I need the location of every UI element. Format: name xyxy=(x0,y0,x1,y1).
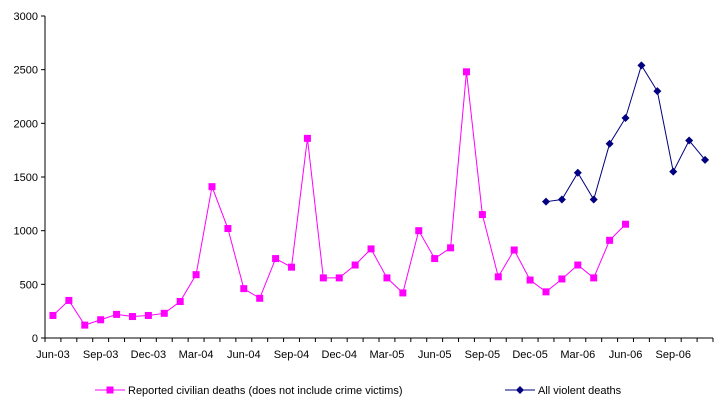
data-point xyxy=(144,311,152,319)
x-tick-label: Jun-03 xyxy=(36,349,70,361)
data-point xyxy=(176,298,184,306)
x-tick-label: Dec-04 xyxy=(322,349,357,361)
data-point xyxy=(224,225,232,233)
data-point xyxy=(606,236,614,244)
legend-marker xyxy=(106,386,114,394)
x-tick-label: Jun-04 xyxy=(227,349,261,361)
data-point xyxy=(288,263,296,271)
series-line xyxy=(545,64,706,203)
data-point xyxy=(478,211,486,219)
x-tick-label: Dec-05 xyxy=(512,349,547,361)
data-point xyxy=(319,274,327,282)
axes: 0 500 1000 1500 2000 2500 3000 Jun-03 Sep-03 Dec-… xyxy=(14,11,714,361)
y-tick-label: 3000 xyxy=(14,11,38,23)
data-point xyxy=(462,68,470,76)
data-point xyxy=(526,276,534,284)
data-point xyxy=(589,195,598,204)
data-point xyxy=(192,271,200,279)
legend-item-2: All violent deaths xyxy=(505,385,622,397)
data-point xyxy=(399,289,407,297)
legend: Reported civilian deaths (does not inclu… xyxy=(95,385,622,397)
data-point xyxy=(81,321,89,329)
x-tick-label: Sep-04 xyxy=(274,349,309,361)
data-point xyxy=(557,195,566,204)
x-tick-label: Sep-05 xyxy=(465,349,500,361)
data-point xyxy=(653,87,662,96)
data-point xyxy=(621,113,630,122)
data-point xyxy=(208,183,216,191)
data-point xyxy=(335,274,343,282)
x-tick-label: Sep-06 xyxy=(655,349,690,361)
y-tick-label: 0 xyxy=(32,333,38,345)
data-point xyxy=(558,275,566,283)
series-layer xyxy=(49,61,710,329)
data-point xyxy=(351,261,359,269)
data-point xyxy=(685,136,694,145)
data-point xyxy=(494,273,502,281)
x-tick-label: Sep-03 xyxy=(83,349,118,361)
data-point xyxy=(431,255,439,263)
data-point xyxy=(415,227,423,235)
data-point xyxy=(573,168,582,177)
data-point xyxy=(622,220,630,228)
x-tick-label: Jun-05 xyxy=(418,349,452,361)
data-point xyxy=(256,294,264,302)
data-point xyxy=(97,316,105,324)
series-line xyxy=(52,71,626,326)
data-point xyxy=(637,61,646,70)
legend-marker xyxy=(516,386,524,394)
x-tick-label: Jun-06 xyxy=(609,349,643,361)
data-point xyxy=(510,246,518,254)
data-point xyxy=(272,255,280,263)
y-tick-label: 500 xyxy=(20,279,38,291)
data-point xyxy=(65,296,73,304)
data-point xyxy=(303,134,311,142)
x-tick-label: Mar-04 xyxy=(179,349,214,361)
data-point xyxy=(367,245,375,253)
data-point xyxy=(383,274,391,282)
x-tick-label: Mar-06 xyxy=(560,349,595,361)
data-point xyxy=(160,309,168,317)
legend-item-1: Reported civilian deaths (does not inclu… xyxy=(95,385,403,397)
series-1 xyxy=(49,68,630,329)
data-point xyxy=(113,310,121,318)
data-point xyxy=(605,139,614,148)
data-point xyxy=(542,197,550,206)
legend-label: Reported civilian deaths (does not inclu… xyxy=(128,385,403,397)
data-point xyxy=(574,261,582,269)
x-tick-label: Mar-05 xyxy=(370,349,405,361)
series-2 xyxy=(542,61,710,206)
y-tick-label: 1000 xyxy=(14,226,38,238)
data-point xyxy=(128,313,136,321)
y-tick-label: 2000 xyxy=(14,118,38,130)
x-tick-label: Dec-03 xyxy=(131,349,166,361)
legend-label: All violent deaths xyxy=(538,385,622,397)
data-point xyxy=(590,274,598,282)
y-tick-label: 1500 xyxy=(14,172,38,184)
y-tick-label: 2500 xyxy=(14,65,38,77)
data-point xyxy=(542,288,550,296)
data-point xyxy=(669,167,678,176)
data-point xyxy=(701,155,710,164)
data-point xyxy=(240,285,248,293)
data-point xyxy=(49,311,57,319)
data-point xyxy=(447,244,455,252)
